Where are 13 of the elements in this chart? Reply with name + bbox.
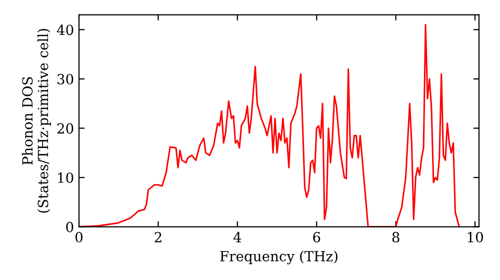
y-tick-label: 30 xyxy=(58,74,74,84)
x-tick-label: 8 xyxy=(392,232,400,242)
y-axis-title: Phonon DOS (States/THz·primitive cell) xyxy=(22,28,51,213)
x-axis-title: Frequency (THz) xyxy=(220,250,338,264)
x-tick-label: 0 xyxy=(75,232,82,242)
x-tick-label: 10 xyxy=(468,232,483,242)
x-tick-label: 6 xyxy=(313,232,320,242)
y-tick-label: 20 xyxy=(57,123,74,134)
x-tick-label: 4 xyxy=(233,232,242,242)
y-tick-label: 40 xyxy=(56,24,74,36)
y-tick-label: 0 xyxy=(66,222,74,232)
y-tick-label: 10 xyxy=(58,172,74,183)
x-tick-label: 2 xyxy=(154,232,162,242)
